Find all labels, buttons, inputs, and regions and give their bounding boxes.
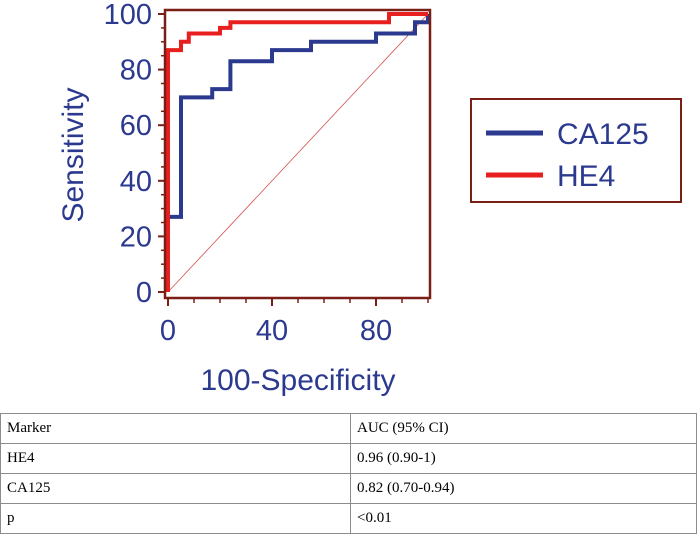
legend: CA125 HE4 bbox=[470, 98, 682, 203]
header-auc: AUC (95% CI) bbox=[350, 413, 697, 444]
cell-auc: <0.01 bbox=[350, 503, 697, 534]
table-row: HE4 0.96 (0.90-1) bbox=[0, 443, 697, 474]
x-tick-label: 80 bbox=[360, 315, 392, 347]
x-axis-label: 100-Specificity bbox=[200, 364, 395, 397]
x-tick-label: 0 bbox=[160, 315, 176, 347]
cell-marker: CA125 bbox=[0, 473, 351, 504]
y-tick-label: 60 bbox=[120, 110, 152, 142]
y-tick-label: 80 bbox=[120, 55, 152, 87]
cell-auc: 0.96 (0.90-1) bbox=[350, 443, 697, 474]
cell-auc: 0.82 (0.70-0.94) bbox=[350, 473, 697, 504]
series-line-ca125 bbox=[166, 14, 430, 292]
table-row: CA125 0.82 (0.70-0.94) bbox=[0, 473, 697, 504]
y-tick-label: 40 bbox=[120, 166, 152, 198]
auc-table: Marker AUC (95% CI) HE4 0.96 (0.90-1) CA… bbox=[0, 413, 697, 534]
legend-box bbox=[470, 98, 682, 203]
header-marker: Marker bbox=[0, 413, 351, 444]
y-tick-label: 20 bbox=[120, 221, 152, 253]
series-line-he4 bbox=[166, 12, 428, 292]
y-axis-label: Sensitivity bbox=[57, 87, 90, 222]
legend-label-ca125: CA125 bbox=[557, 118, 649, 151]
y-tick-layer: 0 20 40 60 80 100 bbox=[104, 0, 165, 309]
x-tick-layer: 0 40 80 bbox=[160, 298, 429, 347]
y-tick-label: 0 bbox=[136, 277, 152, 309]
legend-label-he4: HE4 bbox=[557, 160, 615, 193]
table-row: p <0.01 bbox=[0, 503, 697, 534]
series-layer bbox=[166, 12, 430, 292]
cell-marker: p bbox=[0, 503, 351, 534]
roc-chart: 0 20 40 60 80 100 0 40 80 Sensitivity 100-Speci… bbox=[57, 0, 682, 397]
x-tick-label: 40 bbox=[256, 315, 288, 347]
cell-marker: HE4 bbox=[0, 443, 351, 474]
y-tick-label: 100 bbox=[104, 0, 152, 31]
table-header-row: Marker AUC (95% CI) bbox=[0, 413, 697, 444]
reference-diagonal bbox=[167, 13, 429, 293]
reference-line-layer bbox=[167, 13, 429, 293]
